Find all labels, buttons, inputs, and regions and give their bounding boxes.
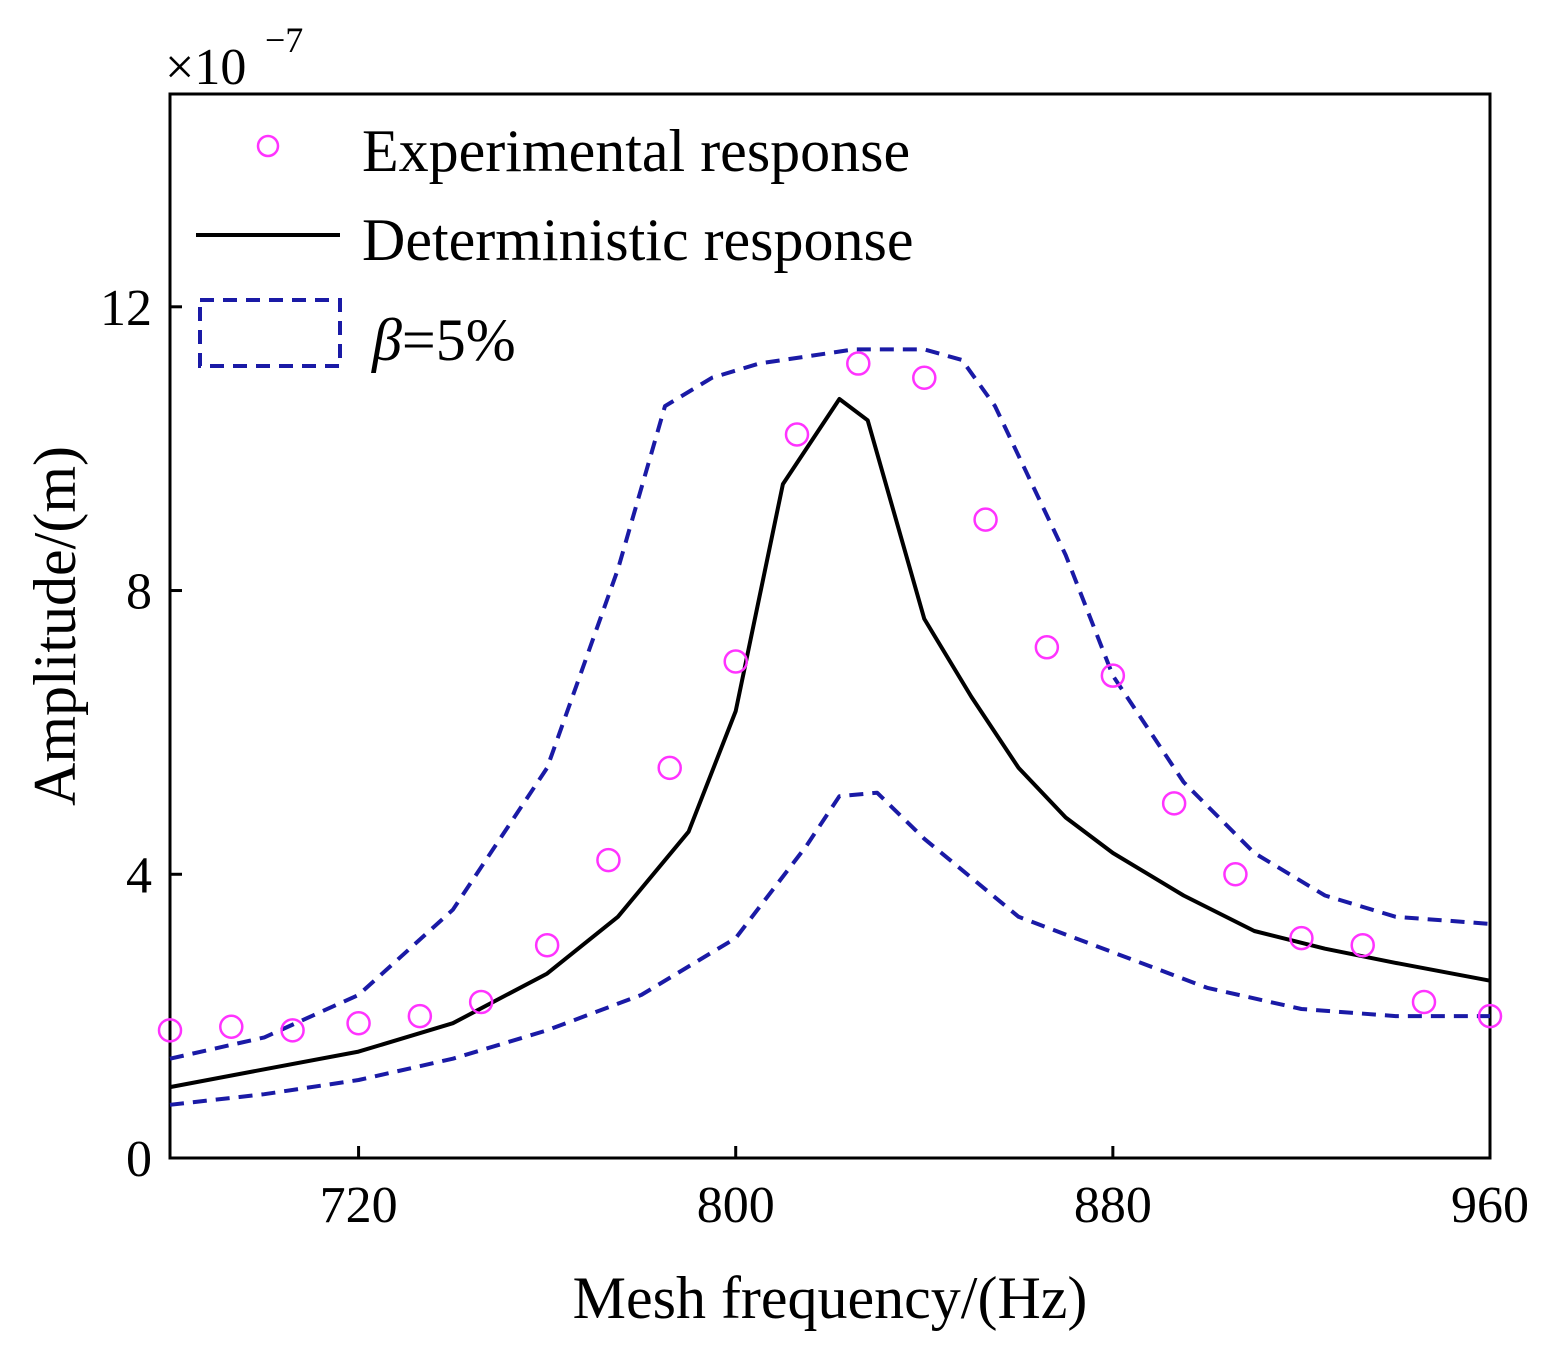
experimental-point <box>157 1018 183 1043</box>
y-multiplier-base: ×10 <box>165 39 246 96</box>
experimental-point <box>912 365 937 390</box>
y-axis-label: Amplitude/(m) <box>22 446 88 806</box>
experimental-point <box>1161 791 1187 816</box>
y-tick-label: 8 <box>126 564 152 621</box>
legend-label-deterministic: Deterministic response <box>362 207 914 273</box>
x-tick-label: 880 <box>1074 1177 1152 1234</box>
experimental-point <box>468 989 494 1015</box>
y-multiplier: ×10 −7 <box>165 20 303 96</box>
experimental-point <box>1100 663 1126 688</box>
x-axis-label: Mesh frequency/(Hz) <box>573 1265 1088 1331</box>
experimental-point <box>1477 1003 1503 1029</box>
legend-label-envelope-symbol: β <box>371 307 402 373</box>
y-multiplier-exponent: −7 <box>265 20 303 60</box>
experimental-point <box>596 847 621 873</box>
series-layer <box>157 347 1503 1107</box>
experimental-point <box>407 1003 433 1029</box>
experimental-point <box>219 1014 244 1040</box>
experimental-point <box>1223 862 1248 887</box>
legend: Experimental response Deterministic resp… <box>196 118 914 373</box>
x-tick-label: 720 <box>320 1177 398 1234</box>
experimental-point <box>973 507 998 532</box>
legend-box-envelope <box>198 298 342 368</box>
series-envelope-upper-line <box>169 347 1491 1061</box>
legend-label-envelope-value: =5% <box>402 307 516 373</box>
experimental-point <box>657 755 682 781</box>
x-tick-label: 960 <box>1451 1177 1529 1234</box>
x-axis-ticks: 720 800 880 960 <box>320 1146 1529 1234</box>
legend-label-envelope: β=5% <box>371 307 516 373</box>
experimental-point <box>784 422 810 447</box>
experimental-point <box>534 932 560 958</box>
experimental-point <box>1350 932 1375 958</box>
experimental-point <box>1411 989 1437 1015</box>
series-envelope-lower-line <box>169 790 1490 1107</box>
series-deterministic-line <box>169 397 1491 1090</box>
plot-frame <box>168 92 1492 1160</box>
y-axis-ticks: 0 4 8 12 <box>100 280 182 1188</box>
experimental-point <box>1289 925 1314 951</box>
y-tick-label: 4 <box>126 847 152 904</box>
experimental-point <box>1034 635 1060 660</box>
experimental-point <box>346 1010 371 1036</box>
experimental-point <box>280 1018 305 1043</box>
legend-label-experimental: Experimental response <box>362 118 910 184</box>
x-tick-label: 800 <box>697 1177 775 1234</box>
y-tick-label: 12 <box>100 280 152 337</box>
legend-marker-experimental <box>256 134 280 158</box>
experimental-point <box>846 351 871 376</box>
experimental-point <box>723 649 748 674</box>
y-tick-label: 0 <box>126 1131 152 1188</box>
